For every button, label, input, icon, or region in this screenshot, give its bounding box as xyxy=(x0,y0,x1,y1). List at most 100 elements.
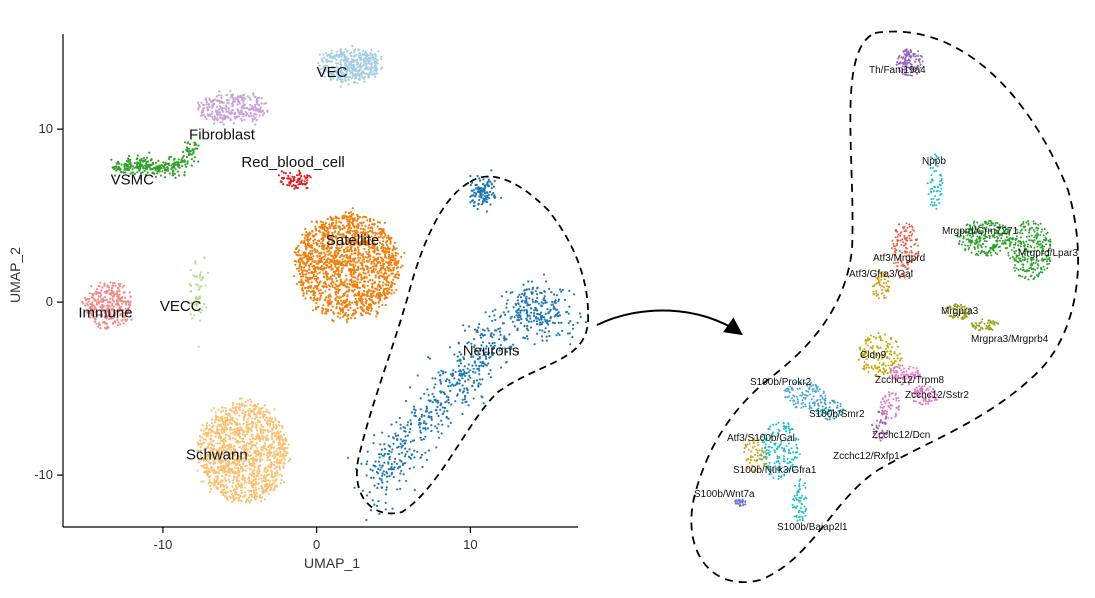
point xyxy=(260,96,263,100)
point xyxy=(278,459,281,462)
point xyxy=(182,155,185,158)
point xyxy=(381,228,384,231)
point xyxy=(310,271,313,274)
point xyxy=(420,415,423,418)
point xyxy=(395,421,398,424)
point xyxy=(197,345,200,348)
point xyxy=(344,66,347,69)
point xyxy=(386,280,389,283)
point xyxy=(242,422,245,425)
point xyxy=(378,477,381,480)
point xyxy=(148,163,152,166)
point xyxy=(359,68,362,71)
point xyxy=(444,371,447,374)
point xyxy=(341,303,344,306)
point xyxy=(311,230,314,233)
point xyxy=(208,479,211,482)
point xyxy=(345,286,348,289)
point xyxy=(356,217,359,221)
point xyxy=(224,433,227,437)
point xyxy=(343,284,347,287)
point xyxy=(364,59,367,63)
point xyxy=(360,273,363,276)
point xyxy=(205,118,208,121)
point xyxy=(365,474,368,477)
point xyxy=(353,259,356,263)
point xyxy=(536,332,539,335)
point xyxy=(214,421,217,424)
point xyxy=(308,265,311,268)
point xyxy=(553,322,556,325)
point xyxy=(364,225,367,228)
point xyxy=(321,260,324,263)
point xyxy=(245,442,249,445)
point xyxy=(199,439,202,442)
point xyxy=(325,270,328,274)
point xyxy=(223,114,226,117)
point xyxy=(272,423,275,426)
point xyxy=(270,436,273,439)
point xyxy=(242,419,245,422)
point xyxy=(326,299,329,303)
point xyxy=(354,48,357,51)
point xyxy=(379,264,382,267)
point xyxy=(253,466,256,469)
point xyxy=(530,311,533,314)
point xyxy=(376,68,379,71)
point xyxy=(172,170,175,173)
point xyxy=(358,52,361,55)
point xyxy=(343,314,346,317)
point xyxy=(491,310,494,313)
point xyxy=(241,495,244,498)
cluster-fibroblast xyxy=(196,90,269,126)
point xyxy=(278,473,281,476)
point xyxy=(329,295,332,298)
point xyxy=(309,296,312,299)
point xyxy=(229,119,232,122)
point xyxy=(267,479,270,482)
point xyxy=(226,428,229,431)
point xyxy=(262,453,265,456)
point xyxy=(299,180,302,183)
point xyxy=(334,265,337,268)
point xyxy=(95,291,99,294)
point xyxy=(424,427,427,430)
point xyxy=(373,265,376,268)
point xyxy=(295,283,299,286)
point xyxy=(142,157,145,160)
point xyxy=(348,215,351,218)
point xyxy=(145,160,148,164)
point xyxy=(326,265,329,268)
point xyxy=(185,165,188,168)
point xyxy=(174,168,177,171)
point xyxy=(251,424,254,427)
point xyxy=(216,427,219,431)
point xyxy=(361,259,364,262)
point xyxy=(469,201,472,204)
point xyxy=(200,464,203,468)
point xyxy=(246,112,249,115)
point xyxy=(347,286,350,289)
point xyxy=(298,169,301,172)
point xyxy=(281,426,284,429)
point xyxy=(367,307,371,310)
point xyxy=(366,55,369,58)
point xyxy=(376,486,379,490)
point xyxy=(276,462,279,465)
point xyxy=(463,365,466,368)
point xyxy=(364,237,367,240)
point xyxy=(362,271,365,274)
point xyxy=(247,412,251,415)
point xyxy=(445,400,448,403)
point xyxy=(379,468,382,471)
point xyxy=(271,428,274,431)
point xyxy=(335,246,338,249)
point xyxy=(356,215,359,218)
point xyxy=(321,234,324,237)
point xyxy=(225,486,228,489)
point xyxy=(313,234,316,237)
point xyxy=(220,491,223,494)
point xyxy=(383,267,386,270)
point xyxy=(348,300,351,303)
point xyxy=(355,229,358,232)
